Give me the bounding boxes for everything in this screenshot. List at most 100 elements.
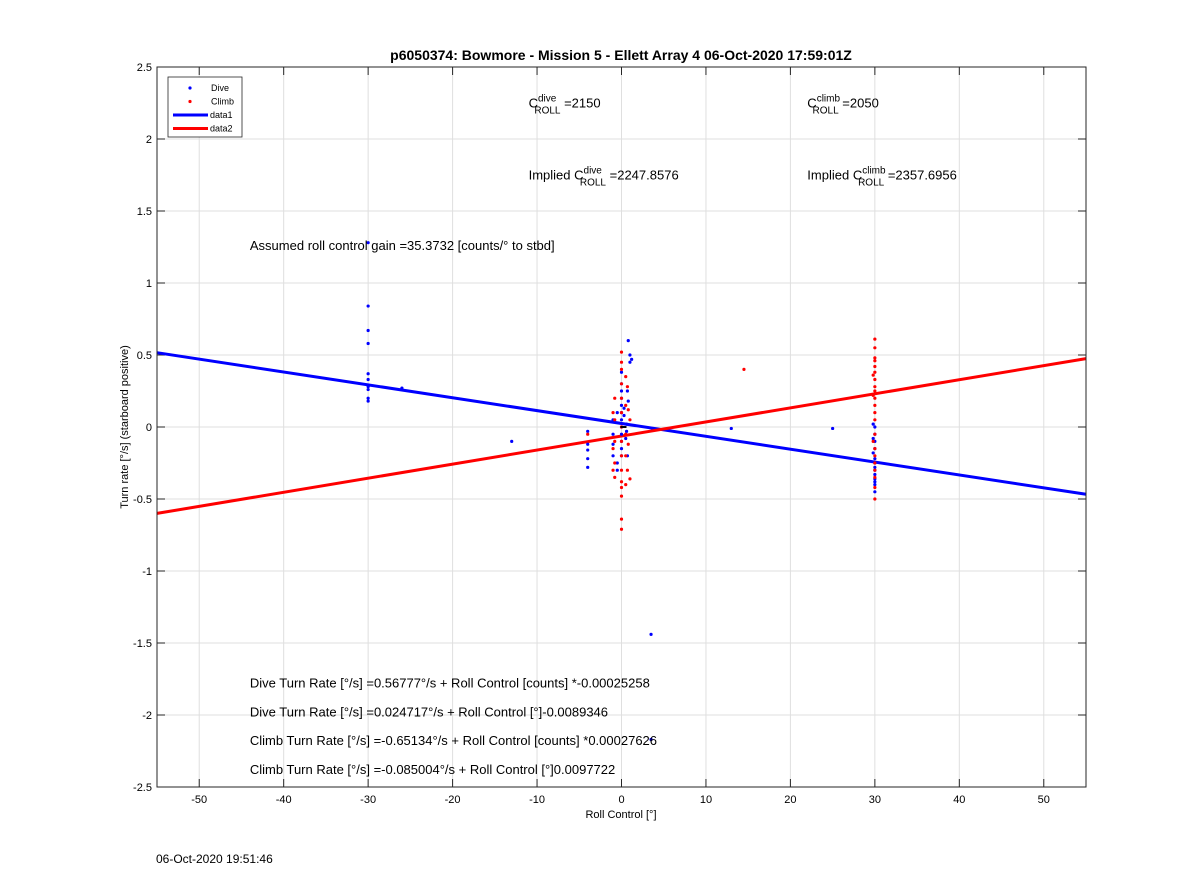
x-tick-label: -10 bbox=[529, 794, 545, 806]
annotation-text: Implied Cclimb ROLL =2357.6956 bbox=[807, 165, 957, 188]
point-climb bbox=[626, 408, 630, 412]
point-climb bbox=[619, 485, 624, 490]
point-climb bbox=[873, 370, 877, 374]
legend: Dive Climb data1 data2 bbox=[167, 76, 243, 138]
x-tick-label: -20 bbox=[445, 794, 461, 806]
point-dive bbox=[366, 399, 370, 403]
annotation-segment: Dive Turn Rate [°/s] =0.56777°/s + Roll … bbox=[250, 676, 650, 691]
point-climb bbox=[873, 485, 877, 490]
annotation-segment: Climb Turn Rate [°/s] =-0.65134°/s + Rol… bbox=[250, 733, 657, 748]
point-climb bbox=[619, 382, 624, 386]
point-climb bbox=[873, 364, 877, 369]
x-tick-label: 0 bbox=[618, 794, 624, 806]
y-tick-label: -2 bbox=[142, 710, 152, 722]
legend-label: Climb bbox=[211, 97, 234, 107]
point-dive bbox=[873, 425, 877, 429]
point-climb bbox=[624, 403, 628, 407]
annotation-text: Climb Turn Rate [°/s] =-0.085004°/s + Ro… bbox=[250, 762, 615, 777]
annotation-dive-eq-counts: Dive Turn Rate [°/s] =0.56777°/s + Roll … bbox=[250, 676, 650, 691]
y-tick-label: 1.5 bbox=[137, 206, 152, 218]
point-dive bbox=[586, 442, 590, 446]
annotation-text: Cdive ROLL =2150 bbox=[529, 93, 601, 116]
y-tick-label: -1 bbox=[142, 566, 152, 578]
annotation-segment: C bbox=[529, 95, 538, 110]
point-dive bbox=[586, 465, 590, 469]
point-climb bbox=[873, 454, 877, 458]
point-climb bbox=[611, 468, 615, 472]
point-climb bbox=[873, 385, 877, 389]
point-dive bbox=[630, 357, 634, 361]
y-tick-label: 2.5 bbox=[137, 62, 152, 74]
point-dive bbox=[626, 339, 630, 343]
point-dive bbox=[366, 385, 370, 389]
point-dive bbox=[619, 447, 624, 451]
annotation-segment: Implied C bbox=[529, 167, 584, 182]
footer-timestamp: 06-Oct-2020 19:51:46 bbox=[156, 852, 273, 866]
point-climb bbox=[873, 359, 877, 363]
point-dive bbox=[510, 439, 514, 443]
annotation-segment: =2050 bbox=[842, 95, 879, 110]
annotation-superscript: climb bbox=[862, 165, 886, 176]
point-climb bbox=[873, 389, 877, 393]
point-dive bbox=[624, 422, 629, 426]
plot-frame bbox=[156, 66, 1087, 788]
point-dive bbox=[729, 426, 733, 431]
point-climb bbox=[873, 461, 877, 465]
annotation-dive-eq-deg: Dive Turn Rate [°/s] =0.024717°/s + Roll… bbox=[250, 704, 608, 719]
fit-line-data2 bbox=[156, 357, 1087, 515]
x-tick-label: 20 bbox=[784, 794, 796, 806]
point-dive bbox=[611, 454, 615, 458]
point-dive bbox=[366, 377, 370, 382]
point-climb bbox=[873, 418, 877, 422]
annotation-c-dive: Cdive ROLL =2150 bbox=[529, 93, 601, 116]
annotation-climb-eq-deg: Climb Turn Rate [°/s] =-0.085004°/s + Ro… bbox=[250, 762, 615, 777]
point-climb bbox=[873, 475, 877, 479]
annotation-segment: Dive Turn Rate [°/s] =0.024717°/s + Roll… bbox=[250, 704, 608, 719]
annotation-text: Assumed roll control gain =35.3732 [coun… bbox=[250, 238, 555, 253]
point-climb bbox=[873, 411, 877, 415]
annotation-segment: =2247.8576 bbox=[610, 167, 679, 182]
point-dive bbox=[366, 372, 370, 376]
legend-marker-dive bbox=[188, 86, 192, 90]
x-tick-label: 50 bbox=[1038, 794, 1050, 806]
point-climb bbox=[619, 411, 624, 415]
point-dive bbox=[619, 418, 624, 422]
point-dive bbox=[622, 413, 626, 418]
point-climb bbox=[873, 396, 877, 400]
point-climb bbox=[626, 442, 630, 446]
legend-label: data2 bbox=[210, 124, 233, 134]
annotation-text: Dive Turn Rate [°/s] =0.56777°/s + Roll … bbox=[250, 676, 650, 691]
point-climb bbox=[625, 468, 630, 472]
annotation-superscript: dive bbox=[538, 93, 557, 104]
point-climb bbox=[619, 454, 624, 458]
y-tick-label: 1 bbox=[146, 278, 152, 290]
point-dive bbox=[873, 483, 877, 487]
point-dive bbox=[871, 422, 875, 426]
point-dive bbox=[624, 429, 629, 433]
point-climb bbox=[873, 356, 877, 360]
annotation-segment: =2150 bbox=[564, 95, 601, 110]
point-dive bbox=[586, 429, 590, 433]
point-dive bbox=[366, 304, 370, 308]
point-climb bbox=[619, 494, 624, 498]
point-dive bbox=[366, 387, 370, 392]
origin-marker bbox=[620, 426, 627, 428]
point-climb bbox=[628, 418, 632, 422]
point-dive bbox=[873, 480, 877, 484]
point-climb bbox=[613, 461, 617, 465]
point-dive bbox=[873, 472, 877, 477]
point-dive bbox=[366, 328, 370, 333]
y-axis-label: Turn rate [°/s] (starboard positive) bbox=[119, 345, 131, 509]
point-climb bbox=[873, 337, 877, 341]
legend-label: data1 bbox=[210, 110, 233, 120]
point-climb bbox=[586, 432, 590, 436]
point-climb bbox=[873, 468, 877, 472]
point-climb bbox=[619, 439, 624, 443]
annotation-segment: Climb Turn Rate [°/s] =-0.085004°/s + Ro… bbox=[250, 762, 615, 777]
point-dive bbox=[366, 341, 370, 346]
point-climb bbox=[871, 439, 875, 443]
point-dive bbox=[619, 432, 624, 436]
annotation-implied-dive: Implied Cdive ROLL =2247.8576 bbox=[529, 165, 679, 188]
point-climb bbox=[742, 367, 746, 371]
